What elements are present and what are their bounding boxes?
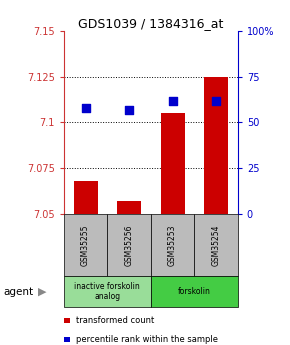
Bar [161, 113, 184, 214]
Bar [117, 201, 141, 214]
Text: GSM35254: GSM35254 [211, 224, 221, 266]
Text: percentile rank within the sample: percentile rank within the sample [76, 335, 218, 344]
Point [214, 98, 218, 103]
Text: transformed count: transformed count [76, 316, 154, 325]
Point [83, 105, 88, 111]
Text: GSM35255: GSM35255 [81, 224, 90, 266]
Text: GSM35253: GSM35253 [168, 224, 177, 266]
Bar [74, 181, 97, 214]
Title: GDS1039 / 1384316_at: GDS1039 / 1384316_at [78, 17, 224, 30]
Text: inactive forskolin
analog: inactive forskolin analog [75, 282, 140, 301]
Text: agent: agent [3, 287, 33, 296]
Text: ▶: ▶ [38, 287, 46, 296]
Point [127, 107, 131, 112]
Text: forskolin: forskolin [178, 287, 211, 296]
Bar [204, 77, 228, 214]
Text: GSM35256: GSM35256 [124, 224, 134, 266]
Point [170, 98, 175, 103]
